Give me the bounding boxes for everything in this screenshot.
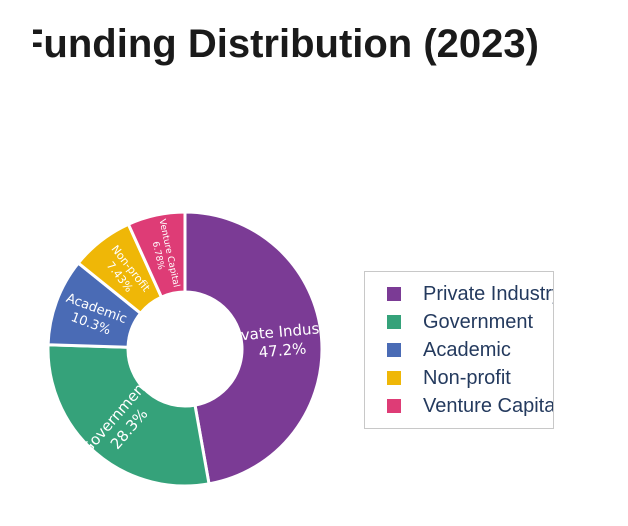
- legend-label: Government: [423, 310, 534, 333]
- slice-government[interactable]: [46, 343, 211, 488]
- legend-label: Non-profit: [423, 366, 511, 389]
- legend-item-venture-capital[interactable]: Venture Capital: [387, 394, 554, 418]
- slice-value-label: 47.2%: [258, 339, 307, 361]
- legend-swatch: [387, 315, 401, 329]
- legend-item-government[interactable]: Government: [387, 310, 533, 334]
- legend-item-academic[interactable]: Academic: [387, 338, 511, 362]
- title-clip: Funding Distribution (2023): [33, 18, 570, 78]
- legend-swatch: [387, 371, 401, 385]
- legend-item-private-industry[interactable]: Private Industry: [387, 282, 554, 306]
- legend: Private Industry Government Academic Non…: [364, 271, 554, 429]
- legend-item-non-profit[interactable]: Non-profit: [387, 366, 511, 390]
- legend-label: Academic: [423, 338, 511, 361]
- legend-swatch: [387, 343, 401, 357]
- legend-label: Venture Capital: [423, 394, 554, 417]
- slice-private-industry[interactable]: [183, 210, 324, 486]
- legend-label: Private Industry: [423, 282, 554, 305]
- legend-swatch: [387, 399, 401, 413]
- legend-swatch: [387, 287, 401, 301]
- chart-title: Funding Distribution (2023): [33, 22, 539, 66]
- slice-venture-capital[interactable]: [126, 210, 187, 300]
